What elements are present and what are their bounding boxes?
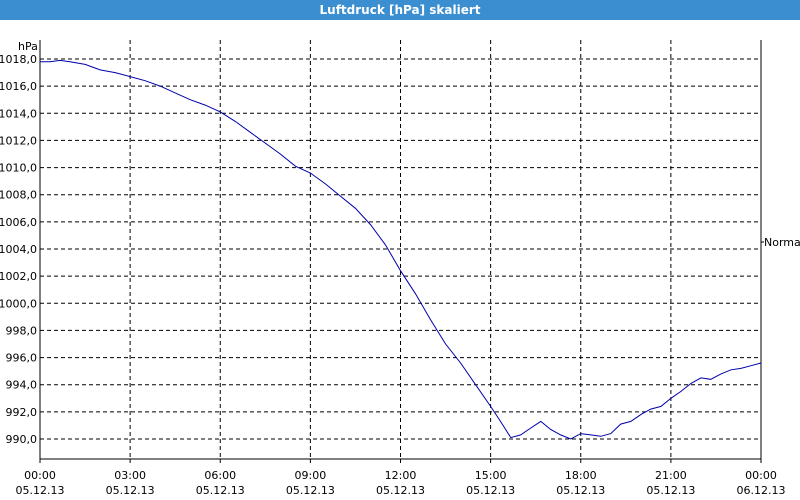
x-tick-date-label: 05.12.13 (376, 484, 425, 497)
y-tick-label: 1002,0 (0, 270, 37, 283)
y-tick-label: 1014,0 (0, 107, 37, 120)
x-tick-date-label: 05.12.13 (286, 484, 335, 497)
y-axis-unit-label: hPa (18, 40, 38, 53)
tick-labels: 1018,0 1016,0 1014,0 1012,0 1010,0 1008,0 1006… (0, 53, 785, 497)
y-tick-label: 1008,0 (0, 189, 37, 202)
x-tick-time-label: 00:00 (745, 469, 777, 482)
y-tick-label: 1000,0 (0, 297, 37, 310)
pressure-series-line (40, 59, 762, 440)
y-tick-label: 990,0 (6, 433, 38, 446)
y-tick-label: 1012,0 (0, 134, 37, 147)
normal-label: Normal (764, 236, 800, 249)
x-tick-date-label: 05.12.13 (556, 484, 605, 497)
y-tick-label: 996,0 (6, 352, 38, 365)
x-tick-date-label: 06.12.13 (737, 484, 786, 497)
x-tick-date-label: 05.12.13 (106, 484, 155, 497)
x-tick-date-label: 05.12.13 (466, 484, 515, 497)
x-tick-time-label: 09:00 (295, 469, 327, 482)
x-tick-time-label: 03:00 (114, 469, 146, 482)
x-tick-time-label: 18:00 (565, 469, 597, 482)
y-tick-label: 992,0 (6, 406, 38, 419)
x-tick-date-label: 05.12.13 (16, 484, 65, 497)
x-tick-date-label: 05.12.13 (646, 484, 695, 497)
x-tick-time-label: 12:00 (385, 469, 417, 482)
grid-lines (40, 40, 761, 459)
window-title: Luftdruck [hPa] skaliert (0, 0, 800, 20)
y-tick-label: 1006,0 (0, 216, 37, 229)
y-tick-label: 1018,0 (0, 53, 37, 66)
x-tick-time-label: 15:00 (475, 469, 507, 482)
x-tick-time-label: 00:00 (24, 469, 56, 482)
y-tick-label: 998,0 (6, 324, 38, 337)
x-tick-date-label: 05.12.13 (196, 484, 245, 497)
axes (39, 40, 764, 463)
y-tick-label: 1010,0 (0, 162, 37, 175)
y-tick-label: 1004,0 (0, 243, 37, 256)
x-tick-time-label: 21:00 (655, 469, 687, 482)
y-tick-label: 1016,0 (0, 80, 37, 93)
x-tick-time-label: 06:00 (204, 469, 236, 482)
y-tick-label: 994,0 (6, 379, 38, 392)
